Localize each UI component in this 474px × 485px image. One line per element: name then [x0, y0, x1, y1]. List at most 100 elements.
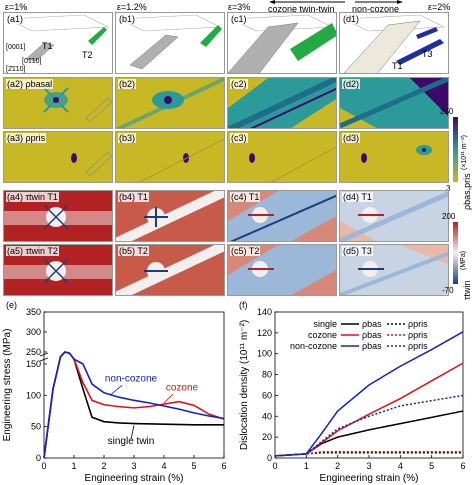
- panel-c1: (c1): [227, 12, 337, 74]
- x-tick-label-e: 2: [101, 461, 106, 471]
- twin-header-cozone: cozone twin-twin: [268, 4, 335, 14]
- colorbar-rho-unit: (×10¹¹ m⁻²): [461, 135, 468, 170]
- grain-label-t1: T1: [42, 41, 53, 51]
- panel-a4: (a4) τtwin T1: [3, 190, 113, 242]
- panel-label-d5: (d5) T3: [342, 246, 373, 256]
- colorbar-tau-symbol: τtwin: [462, 280, 472, 300]
- map-c3: [249, 146, 336, 182]
- grain-label-d-t1: T1: [392, 61, 403, 71]
- grain-view-d1: [342, 14, 446, 73]
- y-tick-label-f: 40: [262, 411, 272, 421]
- grain-label-t2: T2: [82, 50, 93, 60]
- legend-pris-label: ρpris: [408, 341, 428, 351]
- x-tick-label-f: 3: [366, 461, 371, 471]
- panel-label-a1: (a1): [6, 14, 25, 24]
- x-tick-label-f: 4: [398, 461, 403, 471]
- panel-b3: (b3): [115, 131, 225, 183]
- panel-label-a3: (a3) ρpris: [6, 133, 47, 143]
- map-a3: [71, 151, 112, 177]
- panel-label-a5: (a5) τtwin T2: [6, 246, 59, 256]
- map-a2: [43, 87, 112, 123]
- x-tick-label-e: 5: [191, 461, 196, 471]
- y-axis-label-f: Dislocation density (10¹¹ m⁻²): [239, 320, 250, 450]
- dislocation-density-chart: (f)0 1 2 3 4 5 6020406080100120140Engineering …: [239, 300, 466, 484]
- panel-a1: (a1) T1 T2 [0001] [01̄10] [2̄1̄10]: [3, 12, 113, 74]
- x-tick-label-f: 6: [460, 461, 465, 471]
- map-a5: [4, 258, 112, 284]
- panel-d4: (d4) T1: [339, 190, 449, 242]
- axis-label-z: [0001]: [6, 44, 26, 51]
- colorbar-rho: [453, 117, 458, 182]
- strain-header-d: ε=2%: [428, 2, 451, 12]
- panel-b1: (b1): [115, 12, 225, 74]
- map-b2: [116, 78, 224, 128]
- panel-label-d4: (d4) T1: [342, 192, 373, 202]
- y-tick-label-e: 150: [26, 359, 41, 369]
- legend-label-f: non-cozone: [290, 341, 337, 351]
- panel-a5: (a5) τtwin T2: [3, 244, 113, 296]
- y-tick-label-f: 20: [262, 432, 272, 442]
- legend-bas-label: ρbas: [362, 341, 382, 351]
- map-b5: [116, 245, 224, 295]
- y-tick-label-f: 140: [257, 307, 272, 317]
- panel-label-b5: (b5) T2: [118, 246, 149, 256]
- panel-label-c5: (c5) T2: [230, 246, 261, 256]
- grain-view-a1: [6, 14, 110, 62]
- colorbar-tau-unit: (MPa): [460, 250, 467, 270]
- colorbar-rho-min: 3: [446, 184, 451, 193]
- series-line-f: [274, 394, 464, 457]
- strain-header-c: ε=3%: [228, 2, 251, 12]
- map-d4: [340, 191, 448, 241]
- panel-label-b4: (b4) T1: [118, 192, 149, 202]
- x-tick-label-e: 4: [161, 461, 166, 471]
- y-tick-label-f: 60: [262, 390, 272, 400]
- y-tick-label-e: 350: [26, 307, 41, 317]
- panel-label-c2: (c2): [230, 79, 248, 89]
- panel-a2: (a2) ρbasal: [3, 77, 113, 129]
- axis-break-mark: [39, 357, 49, 362]
- x-tick-label-e: 0: [41, 461, 46, 471]
- axis-label-x: [2̄1̄10]: [6, 66, 26, 73]
- grain-view-c1: [228, 14, 336, 73]
- panel-label-c4: (c4) T1: [230, 192, 261, 202]
- panel-c2: (c2): [227, 77, 337, 129]
- x-axis-label-e: Engineering strain (%): [85, 473, 184, 484]
- panel-label-c1: (c1): [230, 14, 248, 24]
- map-b4: [116, 191, 224, 241]
- y-tick-label-f: 120: [257, 328, 272, 338]
- panel-label-c3: (c3): [230, 133, 248, 143]
- legend-pris-label: ρpris: [408, 330, 428, 340]
- annotation-single-twin: single twin: [108, 436, 155, 447]
- map-d3: [361, 145, 432, 163]
- legend-bas-label: ρbas: [362, 330, 382, 340]
- axis-break-mark: [39, 352, 49, 357]
- panel-d1: (d1) T3 T1: [339, 12, 449, 74]
- panel-c4: (c4) T1: [227, 190, 337, 242]
- axis-label-y: [01̄10]: [22, 58, 42, 65]
- colorbar-rho-symbol: ρbas,pris: [462, 173, 472, 210]
- x-axis-label-f: Engineering strain (%): [320, 473, 419, 484]
- colorbar-tau-min: -70: [442, 286, 454, 295]
- panel-c5: (c5) T2: [227, 244, 337, 296]
- panel-a3: (a3) ρpris: [3, 131, 113, 183]
- annotation-arrow-noncozone: [109, 384, 123, 396]
- annotation-arrow-single: [130, 425, 135, 440]
- strain-header-b: ε=1.2%: [117, 2, 147, 12]
- map-b3: [139, 138, 224, 182]
- grain-view-b1: [118, 14, 222, 70]
- colorbar-rho-max: 250: [440, 107, 454, 116]
- y-tick-label-f: 100: [257, 349, 272, 359]
- x-tick-label-e: 3: [131, 461, 136, 471]
- legend-label-f: single: [313, 319, 337, 329]
- panel-label-d2: (d2): [342, 79, 361, 89]
- colorbar-tau-max: 200: [442, 212, 456, 221]
- x-tick-label-f: 0: [272, 461, 277, 471]
- annotation-arrow-cozone: [163, 393, 174, 404]
- y-tick-label-e: 250: [26, 347, 41, 357]
- annotation-cozone: cozone: [166, 382, 199, 393]
- y-tick-label-e: 300: [26, 327, 41, 337]
- panel-label-a2: (a2) ρbasal: [6, 79, 54, 89]
- series-line-e: [43, 351, 225, 459]
- annotation-noncozone: non-cozone: [105, 374, 158, 385]
- y-tick-label-e: 100: [26, 390, 41, 400]
